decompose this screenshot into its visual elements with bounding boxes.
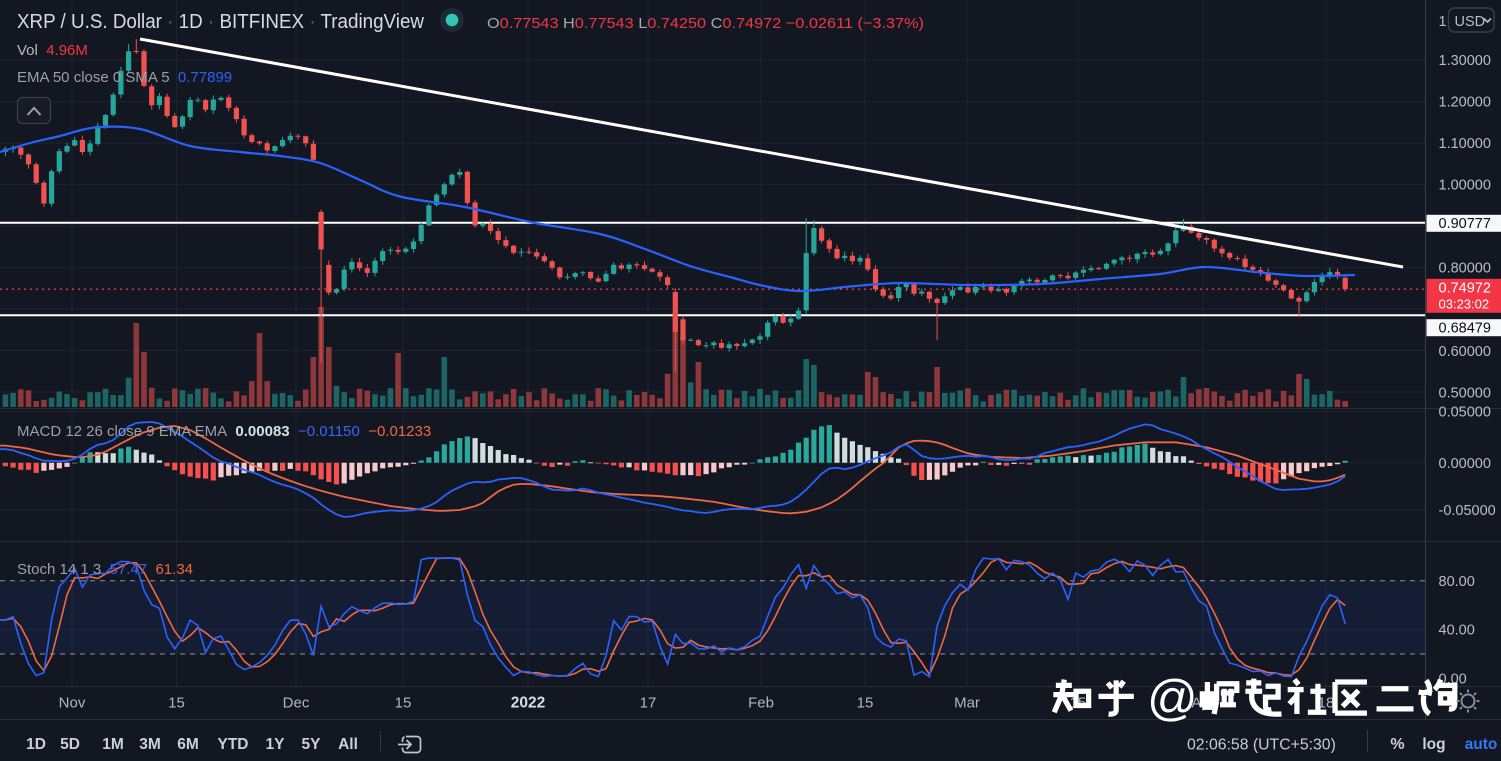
svg-text:15: 15 bbox=[857, 695, 874, 712]
svg-text:15: 15 bbox=[395, 695, 412, 712]
svg-text:03:23:02: 03:23:02 bbox=[1439, 297, 1490, 312]
svg-text:-0.05000: -0.05000 bbox=[1439, 503, 1496, 519]
svg-text:O0.77543 H0.77543 L0.74250 C0.: O0.77543 H0.77543 L0.74250 C0.74972 −0.0… bbox=[487, 15, 924, 32]
svg-text:0.60000: 0.60000 bbox=[1439, 344, 1491, 360]
svg-text:80.00: 80.00 bbox=[1439, 574, 1475, 590]
svg-text:0.50000: 0.50000 bbox=[1439, 386, 1491, 402]
svg-text:USD: USD bbox=[1455, 14, 1486, 30]
svg-text:1.30000: 1.30000 bbox=[1439, 53, 1491, 69]
svg-text:Feb: Feb bbox=[748, 695, 774, 712]
svg-text:1.10000: 1.10000 bbox=[1439, 136, 1491, 152]
svg-text:1D: 1D bbox=[26, 736, 46, 753]
svg-text:%: % bbox=[1390, 736, 1404, 753]
svg-text:6M: 6M bbox=[177, 736, 199, 753]
svg-text:0.05000: 0.05000 bbox=[1439, 405, 1491, 421]
svg-text:EMA 50 close 0 SMA 5 0.77899: EMA 50 close 0 SMA 5 0.77899 bbox=[17, 69, 232, 86]
svg-text:Dec: Dec bbox=[283, 695, 310, 712]
svg-text:Nov: Nov bbox=[59, 695, 86, 712]
svg-text:1.00000: 1.00000 bbox=[1439, 178, 1491, 194]
svg-text:log: log bbox=[1422, 736, 1445, 753]
svg-text:YTD: YTD bbox=[218, 736, 249, 753]
svg-text:5D: 5D bbox=[60, 736, 80, 753]
svg-text:@: @ bbox=[1147, 670, 1198, 726]
svg-text:0.80000: 0.80000 bbox=[1439, 261, 1491, 277]
svg-text:2022: 2022 bbox=[511, 695, 545, 712]
svg-text:1Y: 1Y bbox=[266, 736, 286, 753]
svg-text:1: 1 bbox=[1439, 14, 1447, 30]
svg-text:0.00000: 0.00000 bbox=[1439, 456, 1491, 472]
svg-text:1.20000: 1.20000 bbox=[1439, 95, 1491, 111]
svg-text:Mar: Mar bbox=[954, 695, 980, 712]
svg-text:auto: auto bbox=[1465, 736, 1498, 753]
svg-text:0.74972: 0.74972 bbox=[1439, 281, 1491, 297]
svg-text:XRP / U.S. Dollar · 1D · BITFI: XRP / U.S. Dollar · 1D · BITFINEX · Trad… bbox=[17, 11, 425, 33]
svg-text:Stoch 14 1 3 57.47 61.34: Stoch 14 1 3 57.47 61.34 bbox=[17, 561, 193, 578]
svg-text:Vol 4.96M: Vol 4.96M bbox=[17, 42, 88, 59]
svg-text:40.00: 40.00 bbox=[1439, 623, 1475, 639]
svg-text:3M: 3M bbox=[139, 736, 161, 753]
svg-text:15: 15 bbox=[168, 695, 185, 712]
svg-text:18: 18 bbox=[1318, 695, 1335, 712]
svg-text:1M: 1M bbox=[102, 736, 124, 753]
svg-text:MACD 12 26 close 9 EMA EMA 0.: MACD 12 26 close 9 EMA EMA 0.00083 −0.01… bbox=[17, 423, 431, 440]
svg-text:17: 17 bbox=[640, 695, 657, 712]
svg-text:0.90777: 0.90777 bbox=[1439, 216, 1491, 232]
svg-text:5Y: 5Y bbox=[302, 736, 322, 753]
svg-text:0.68479: 0.68479 bbox=[1439, 321, 1491, 337]
svg-text:All: All bbox=[338, 736, 358, 753]
svg-text:02:06:58 (UTC+5:30): 02:06:58 (UTC+5:30) bbox=[1187, 737, 1336, 754]
